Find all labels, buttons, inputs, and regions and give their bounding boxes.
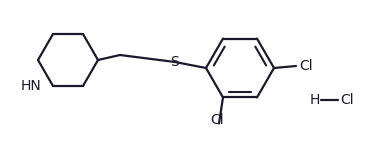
Text: Cl: Cl <box>299 59 313 73</box>
Text: Cl: Cl <box>210 113 224 128</box>
Text: Cl: Cl <box>340 93 354 107</box>
Text: H: H <box>310 93 320 107</box>
Text: HN: HN <box>20 79 41 93</box>
Text: S: S <box>171 55 180 69</box>
